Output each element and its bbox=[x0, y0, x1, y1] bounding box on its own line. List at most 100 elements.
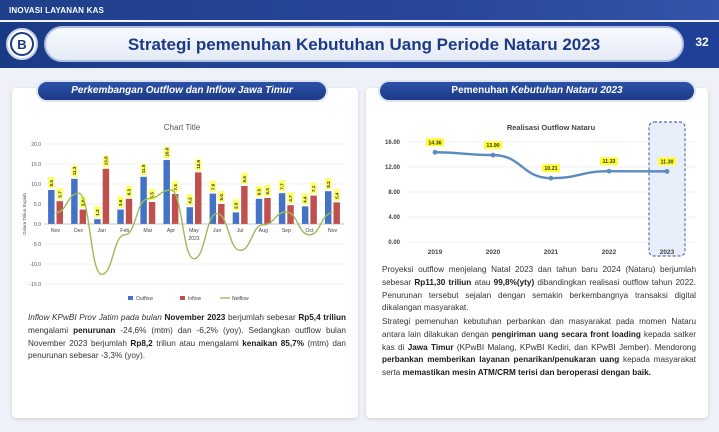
data-label: 16.0 bbox=[164, 147, 169, 156]
x-tick-label: Oct bbox=[305, 228, 314, 234]
data-label-bg bbox=[125, 185, 133, 197]
data-label-bg bbox=[658, 157, 676, 166]
outflow-bar bbox=[117, 209, 124, 224]
data-label: 11.3 bbox=[72, 166, 77, 175]
x-tick-label: Jul bbox=[237, 228, 244, 234]
data-label-bg bbox=[255, 185, 263, 197]
legend-label: Inflow bbox=[188, 296, 201, 302]
inflow-bar bbox=[241, 186, 248, 224]
outflow-bar bbox=[94, 219, 101, 224]
left-panel-heading: Perkembangan Outflow dan Inflow Jawa Tim… bbox=[36, 80, 328, 102]
y-tick-label: 5.0 bbox=[34, 202, 41, 208]
legend-swatch bbox=[180, 296, 185, 300]
data-label: 13.90 bbox=[486, 143, 499, 149]
y-tick-label: 8.00 bbox=[388, 190, 400, 196]
data-label-bg bbox=[71, 165, 78, 177]
x-tick-label: Jun bbox=[213, 228, 221, 234]
inflow-bar bbox=[79, 209, 87, 224]
x-tick-label: 2019 bbox=[428, 249, 443, 256]
data-label-bg bbox=[102, 155, 110, 167]
y-tick-label: -5.0 bbox=[32, 242, 41, 248]
y-tick-label: -10.0 bbox=[30, 262, 42, 268]
x-tick-label: Nov bbox=[51, 228, 61, 234]
highlight-2023-box bbox=[648, 121, 686, 257]
data-label-bg bbox=[333, 189, 340, 201]
data-point bbox=[490, 152, 496, 158]
data-label-bg bbox=[542, 164, 560, 173]
x-tick-label: Dec bbox=[74, 228, 84, 234]
inflow-bar bbox=[102, 168, 110, 224]
data-label: 8.2 bbox=[326, 181, 331, 188]
data-label: 13.8 bbox=[104, 156, 109, 165]
data-label: 5.7 bbox=[57, 191, 62, 198]
page-number: 32 bbox=[695, 35, 709, 49]
outflow-bar bbox=[71, 178, 78, 224]
inflow-bar bbox=[148, 202, 156, 224]
data-label: 6.3 bbox=[257, 188, 262, 195]
data-point bbox=[664, 168, 670, 174]
y-tick-label: 15.0 bbox=[31, 162, 41, 168]
data-label: 6.5 bbox=[265, 188, 270, 195]
data-label-bg bbox=[484, 141, 502, 150]
data-label-bg bbox=[264, 185, 271, 196]
data-point bbox=[548, 175, 554, 181]
data-label: 5.4 bbox=[334, 192, 339, 199]
outflow-bar bbox=[163, 160, 170, 224]
x-tick-label: Apr bbox=[167, 228, 175, 234]
data-label: 5.5 bbox=[150, 192, 155, 199]
x-tick-label: 2022 bbox=[602, 249, 617, 256]
data-label-bg bbox=[209, 180, 217, 192]
page-title: Strategi pemenuhan Kebutuhan Uang Period… bbox=[44, 26, 684, 62]
inflow-bar bbox=[310, 195, 317, 224]
x-axis-label: 2023 bbox=[188, 236, 199, 242]
data-label: 10.21 bbox=[544, 166, 557, 172]
chart-title: Realisasi Outflow Nataru bbox=[507, 123, 596, 132]
inflow-bar bbox=[287, 205, 294, 224]
data-label: 14.36 bbox=[428, 140, 441, 146]
y-tick-label: 16.00 bbox=[385, 140, 401, 146]
realisasi-outflow-chart: Realisasi Outflow Nataru 16.00 12.00 8.00 4.… bbox=[385, 121, 696, 257]
y-tick-label: 0.0 bbox=[34, 222, 41, 228]
y-tick-label: 20.0 bbox=[31, 142, 41, 148]
legend-label: Outflow bbox=[136, 296, 153, 302]
outflow-bar bbox=[325, 191, 332, 224]
data-label-bg bbox=[301, 193, 309, 205]
outflow-bar bbox=[278, 193, 286, 224]
chart-title: Chart Title bbox=[164, 123, 201, 132]
inflow-bar bbox=[333, 202, 340, 224]
x-tick-label: May bbox=[189, 228, 199, 234]
section-label: INOVASI LAYANAN KAS bbox=[0, 0, 719, 20]
data-label-bg bbox=[600, 157, 618, 166]
data-label: 7.5 bbox=[173, 184, 178, 191]
left-panel-text: Inflow KPwBI Prov Jatim pada bulan Novem… bbox=[28, 313, 347, 361]
outflow-bar bbox=[301, 206, 309, 224]
inflow-bar bbox=[171, 194, 179, 224]
right-panel-text-2: Strategi pemenuhan kebutuhan perbankan d… bbox=[382, 317, 696, 378]
outflow-bar bbox=[255, 198, 263, 224]
data-label: 11.30 bbox=[661, 159, 674, 165]
inflow-bar bbox=[195, 172, 202, 224]
data-label: 1.2 bbox=[95, 209, 100, 216]
outflow-bar bbox=[186, 207, 193, 224]
x-tick-label: Mar bbox=[143, 228, 152, 234]
x-tick-label: Aug bbox=[259, 228, 268, 234]
data-label: 7.7 bbox=[280, 183, 285, 190]
legend-label: Netflow bbox=[232, 296, 249, 302]
data-point bbox=[432, 149, 438, 155]
data-label: 4.2 bbox=[187, 197, 192, 204]
x-tick-label: Jan bbox=[98, 228, 106, 234]
data-label-bg bbox=[241, 173, 248, 184]
y-tick-label: 4.00 bbox=[388, 215, 400, 221]
data-label-bg bbox=[325, 178, 332, 190]
data-label: 4.7 bbox=[288, 195, 293, 202]
data-label-bg bbox=[56, 188, 63, 200]
bank-indonesia-logo: B bbox=[6, 28, 38, 60]
y-tick-label: 0.00 bbox=[388, 240, 400, 246]
data-label-bg bbox=[48, 177, 55, 188]
data-label-bg bbox=[94, 206, 101, 218]
data-label-bg bbox=[140, 163, 147, 175]
data-label: 11.33 bbox=[603, 159, 616, 165]
data-label: 7.1 bbox=[311, 185, 316, 192]
outflow-bar bbox=[48, 190, 55, 224]
inflow-bar bbox=[264, 198, 271, 224]
